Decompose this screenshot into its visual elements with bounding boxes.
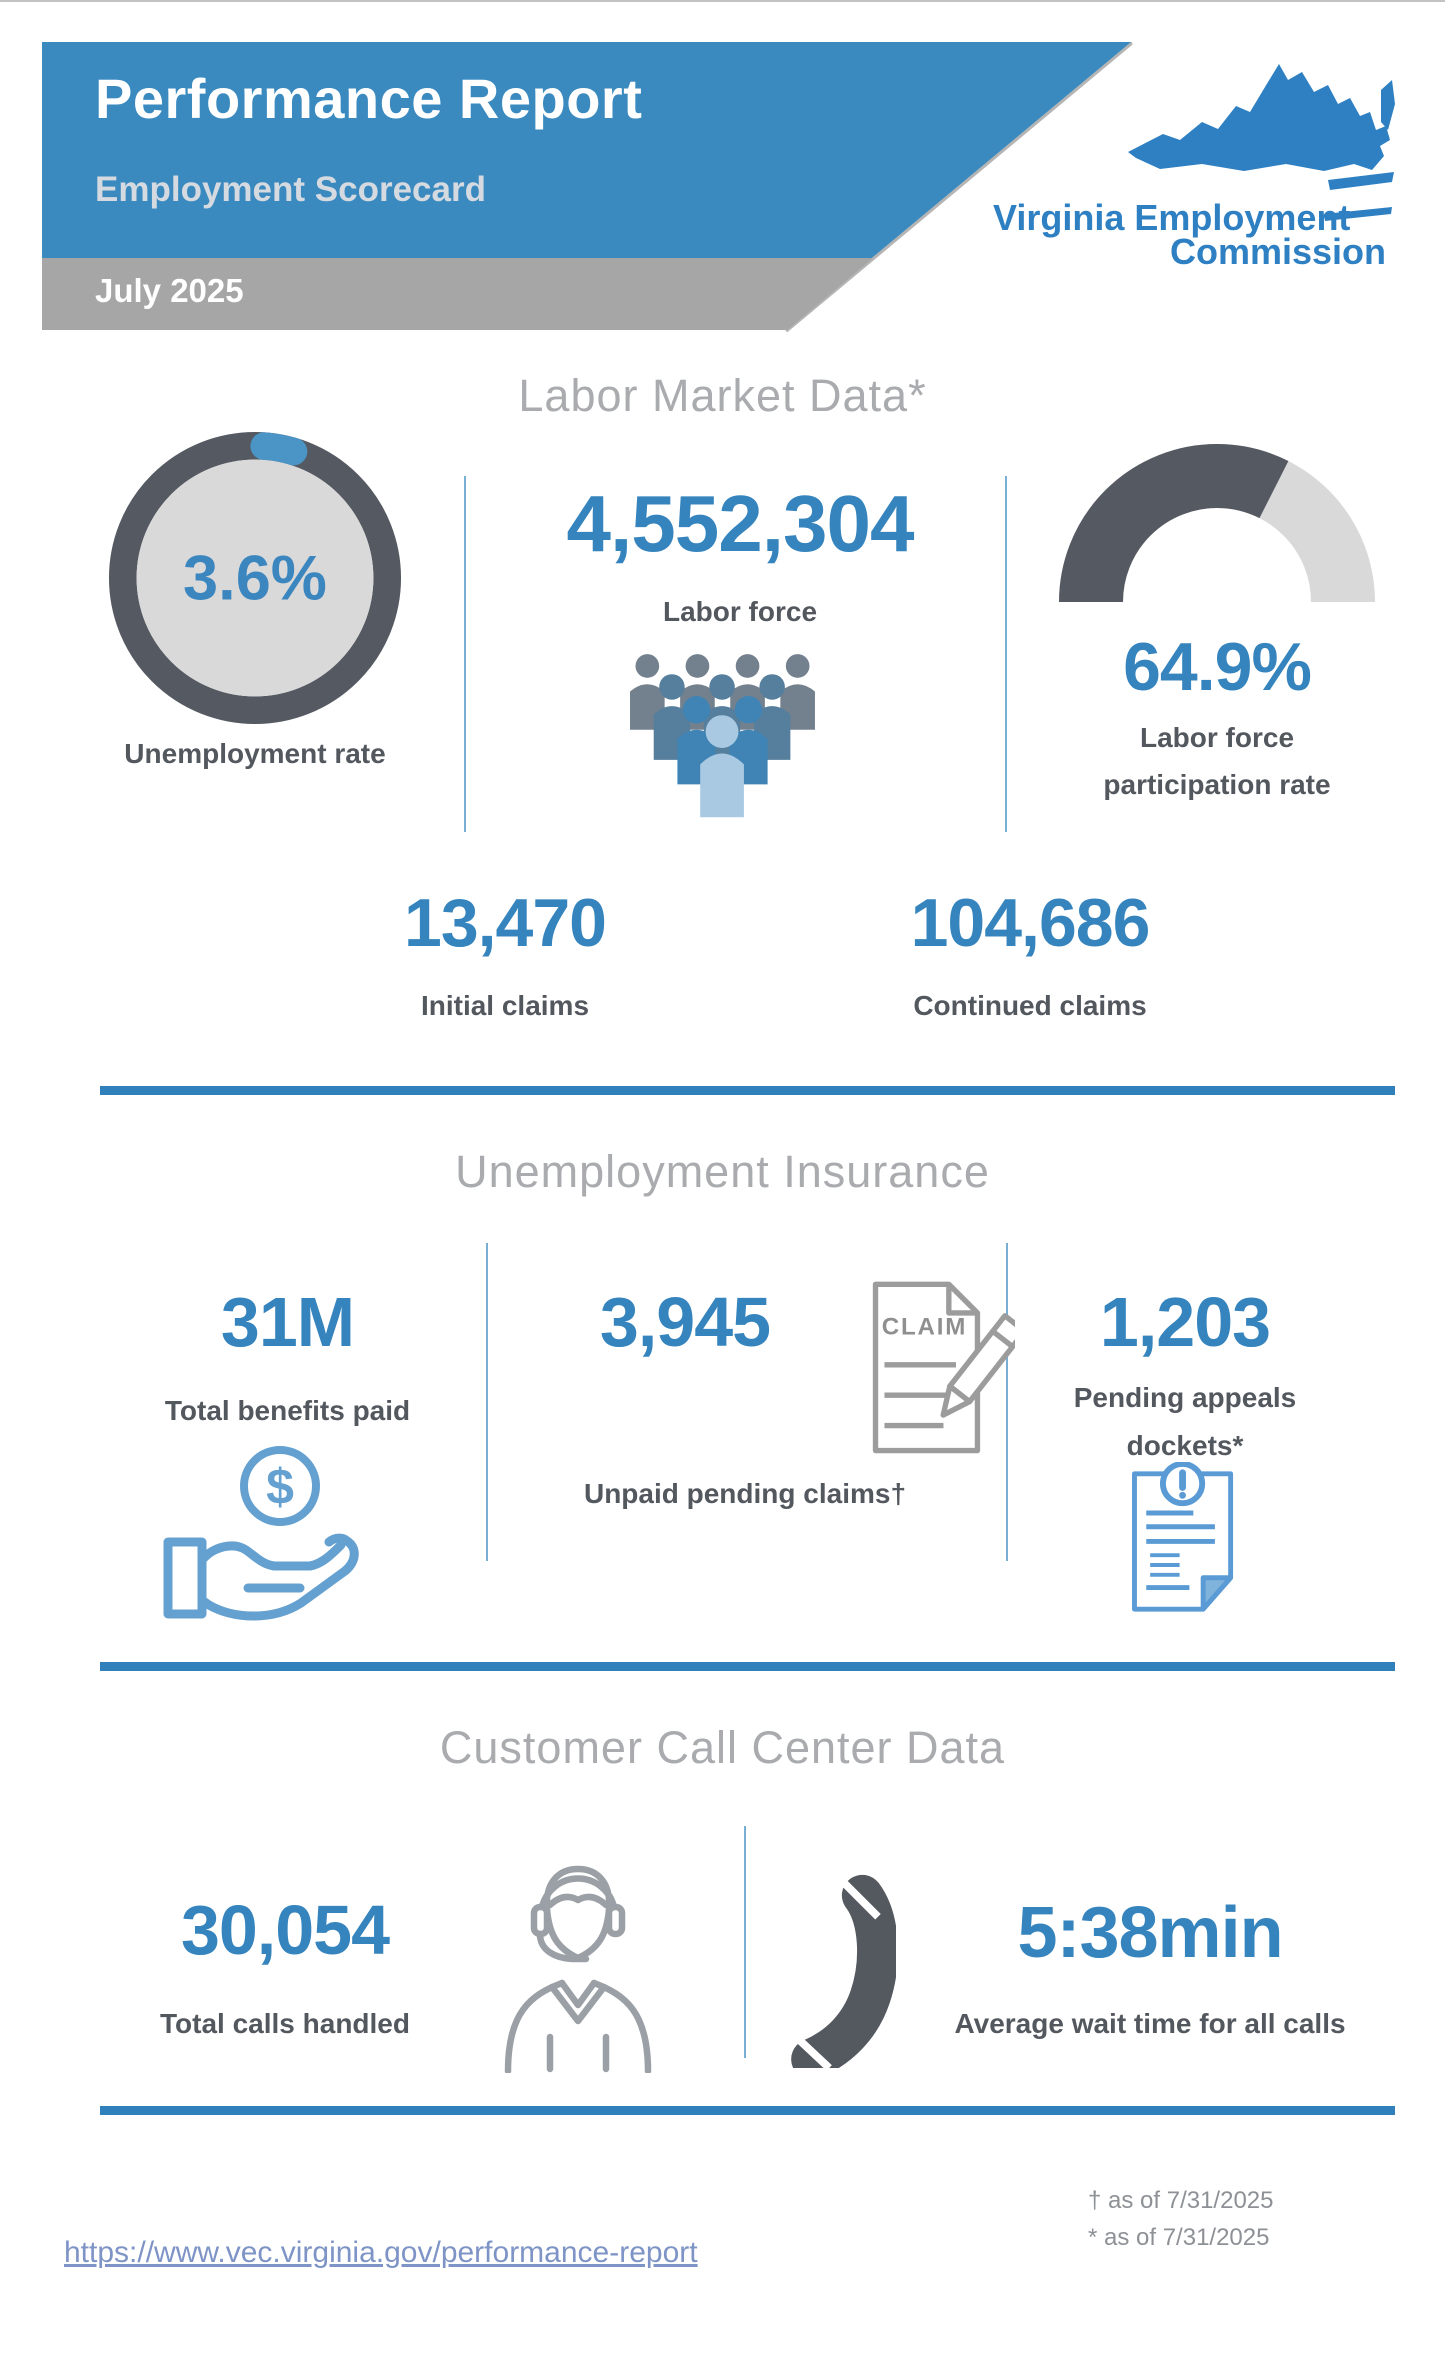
unemployment-rate-value: 3.6%	[183, 544, 327, 614]
logo-line2: Commission	[1170, 231, 1386, 267]
appeals-label-line1: Pending appeals	[1073, 1382, 1297, 1413]
logo-line1: Virginia Employment	[993, 197, 1350, 238]
section-divider-3	[100, 2106, 1395, 2115]
continued-claims-label: Continued claims	[913, 990, 1147, 1021]
claim-document-icon: CLAIM	[863, 1272, 1015, 1462]
total-calls-label: Total calls handled	[160, 2008, 410, 2039]
wait-time-label: Average wait time for all calls	[954, 2008, 1346, 2039]
page-subtitle: Employment Scorecard	[95, 170, 486, 209]
call-center-heading: Customer Call Center Data	[439, 1722, 1006, 1773]
labor-market-heading: Labor Market Data*	[518, 370, 927, 421]
divider-vertical-2	[1005, 476, 1007, 832]
unpaid-claims-label: Unpaid pending claims†	[583, 1478, 907, 1509]
virginia-state-icon: Virginia Employment Commission	[993, 64, 1395, 267]
people-crowd-icon	[620, 640, 825, 825]
labor-force-value: 4,552,304	[566, 479, 915, 568]
appeals-label-line2: dockets*	[1126, 1430, 1244, 1461]
divider-vertical-4	[1006, 1243, 1008, 1561]
divider-vertical-3	[486, 1243, 488, 1561]
participation-label-line1: Labor force	[1139, 722, 1295, 753]
appeals-docket-icon	[1128, 1462, 1242, 1617]
initial-claims-label: Initial claims	[420, 990, 590, 1021]
footnote-star: * as of 7/31/2025	[1088, 2224, 1270, 2251]
performance-report-link[interactable]: https://www.vec.virginia.gov/performance…	[64, 2236, 698, 2269]
report-period: July 2025	[95, 272, 244, 309]
total-calls-value: 30,054	[180, 1891, 390, 1969]
page-top-border	[0, 0, 1445, 2]
unemployment-donut-chart: 3.6%	[107, 430, 403, 726]
continued-claims-value: 104,686	[910, 885, 1151, 961]
hand-dollar-icon: $	[160, 1442, 375, 1652]
unpaid-claims-value: 3,945	[599, 1283, 771, 1361]
initial-claims-value: 13,470	[404, 885, 607, 961]
participation-rate-value: 64.9%	[1123, 629, 1312, 705]
page-title: Performance Report	[95, 67, 643, 130]
claim-icon-text: CLAIM	[882, 1313, 967, 1340]
wait-time-value: 5:38min	[1017, 1893, 1283, 1973]
benefits-paid-label: Total benefits paid	[164, 1395, 411, 1426]
benefits-paid-value: 31M	[220, 1283, 355, 1361]
labor-force-label: Labor force	[662, 596, 818, 627]
divider-vertical-5	[744, 1826, 746, 2058]
vec-logo: Virginia Employment Commission	[988, 52, 1398, 267]
section-divider-2	[100, 1662, 1395, 1671]
unemployment-rate-label: Unemployment rate	[124, 738, 386, 769]
svg-text:$: $	[266, 1459, 294, 1515]
footnote-dagger: † as of 7/31/2025	[1088, 2187, 1274, 2214]
period-bar	[42, 258, 873, 330]
appeals-value: 1,203	[1099, 1283, 1271, 1361]
divider-vertical-1	[464, 476, 466, 832]
phone-icon	[778, 1868, 896, 2068]
participation-gauge-chart	[1057, 438, 1377, 610]
headset-agent-icon	[500, 1845, 658, 2073]
participation-label-line2: participation rate	[1103, 769, 1331, 800]
footnotes: † as of 7/31/2025 * as of 7/31/2025	[1088, 2182, 1273, 2256]
section-divider-1	[100, 1086, 1395, 1095]
unemployment-insurance-heading: Unemployment Insurance	[455, 1146, 990, 1197]
